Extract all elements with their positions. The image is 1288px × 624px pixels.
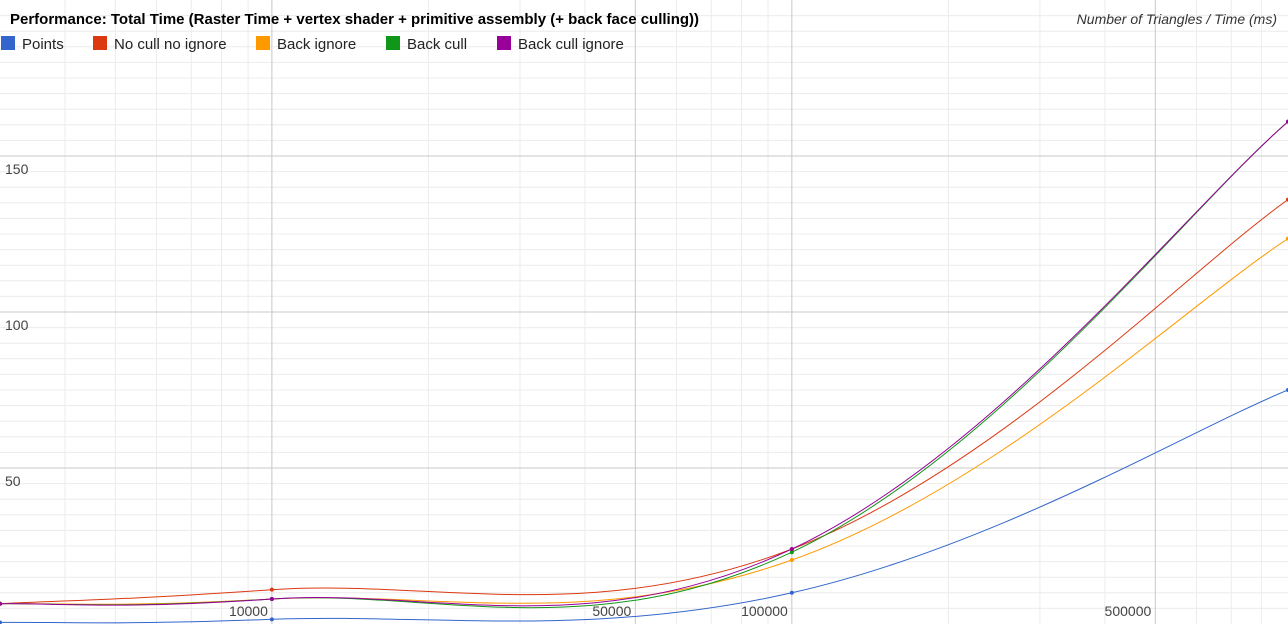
legend-swatch	[256, 36, 270, 50]
series-line-no-cull-no-ignore	[0, 199, 1288, 605]
legend-item-back-ignore[interactable]: Back ignore	[256, 36, 356, 53]
data-point-points[interactable]	[0, 620, 2, 624]
series-line-points	[0, 389, 1288, 624]
legend-item-no-cull-no-ignore[interactable]: No cull no ignore	[93, 36, 227, 53]
y-tick-label: 150	[5, 161, 29, 177]
axis-tick-labels: 10000 50000 100000 500000 50 100 150	[5, 161, 1151, 619]
series-line-back-cull	[0, 121, 1288, 609]
x-tick-label: 50000	[592, 603, 631, 619]
data-point-points[interactable]	[789, 590, 794, 595]
legend-label: No cull no ignore	[114, 36, 227, 53]
data-point-back-cull-ignore[interactable]	[0, 601, 2, 606]
legend-label: Points	[22, 36, 64, 53]
x-tick-label: 500000	[1105, 603, 1152, 619]
data-point-back-cull-ignore[interactable]	[269, 597, 274, 602]
series-line-back-cull-ignore	[0, 121, 1288, 607]
data-point-no-cull-no-ignore[interactable]	[269, 587, 274, 592]
x-tick-label: 10000	[229, 603, 268, 619]
legend-label: Back cull	[407, 36, 467, 53]
legend-swatch	[1, 36, 15, 50]
legend-item-back-cull[interactable]: Back cull	[386, 36, 467, 53]
data-point-back-cull[interactable]	[789, 550, 794, 555]
series-line-back-ignore	[0, 238, 1288, 605]
x-tick-label: 100000	[741, 603, 788, 619]
chart-subtitle: Number of Triangles / Time (ms)	[1077, 11, 1277, 27]
data-point-points[interactable]	[269, 617, 274, 622]
y-tick-label: 100	[5, 317, 29, 333]
legend-label: Back ignore	[277, 36, 356, 53]
series-lines	[0, 119, 1288, 624]
data-point-back-cull-ignore[interactable]	[789, 547, 794, 552]
legend: Points No cull no ignore Back ignore Back c…	[1, 36, 624, 53]
legend-swatch	[386, 36, 400, 50]
legend-swatch	[497, 36, 511, 50]
y-tick-label: 50	[5, 473, 21, 489]
data-point-back-ignore[interactable]	[789, 558, 794, 563]
legend-swatch	[93, 36, 107, 50]
chart-title: Performance: Total Time (Raster Time + v…	[10, 11, 699, 28]
legend-item-back-cull-ignore[interactable]: Back cull ignore	[497, 36, 624, 53]
legend-item-points[interactable]: Points	[1, 36, 64, 53]
legend-label: Back cull ignore	[518, 36, 624, 53]
